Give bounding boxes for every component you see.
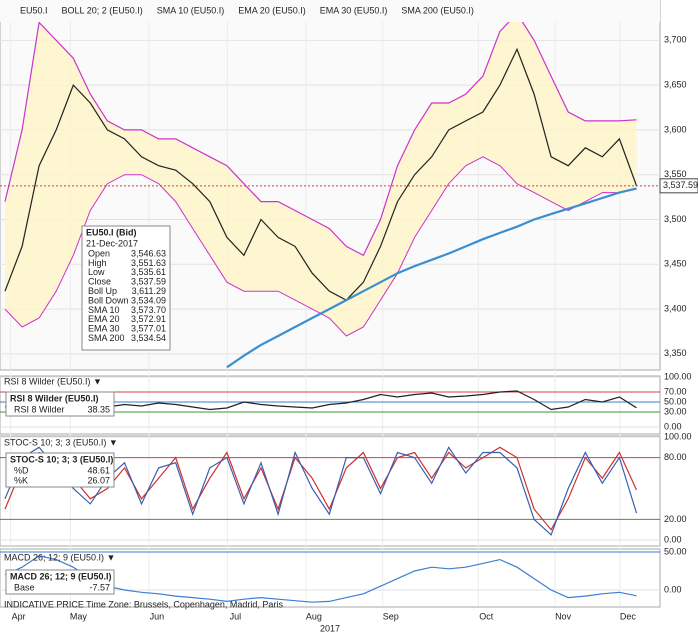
x-tick-label: Sep <box>383 611 399 621</box>
legend-entry: SMA 10 (EU50.I) <box>157 5 225 15</box>
panel-series-name: Base <box>14 582 35 592</box>
info-value: 3,546.63 <box>131 248 166 258</box>
info-label: SMA 10 <box>88 305 120 315</box>
panel-title: MACD 26; 12; 9 (EU50.I) ▼ <box>4 552 115 562</box>
panel-info-box <box>5 452 115 488</box>
panel-info-box <box>5 391 115 417</box>
x-tick-label: Nov <box>555 611 572 621</box>
panel-series-value: 26.07 <box>87 475 110 485</box>
legend-entry: SMA 200 (EU50.I) <box>401 5 474 15</box>
info-value: 3,534.09 <box>131 295 166 305</box>
y-tick-label: 3,700 <box>664 35 687 45</box>
y-tick-label: 70.00 <box>664 386 687 396</box>
info-label: Close <box>88 277 111 287</box>
info-label: SMA 200 <box>88 333 125 343</box>
panel-series-value: -7.57 <box>89 582 110 592</box>
x-tick-label: Jun <box>150 611 165 621</box>
panel-info-box <box>5 569 115 595</box>
panel-series-name: RSI 8 Wilder <box>14 404 65 414</box>
last-price-label: 3,537.59 <box>663 180 698 190</box>
panel-box-title: MACD 26; 12; 9 (EU50.I) <box>10 571 112 581</box>
x-tick-label: Jul <box>230 611 242 621</box>
info-label: Low <box>88 267 105 277</box>
panel-box-title: RSI 8 Wilder (EU50.I) <box>10 393 98 403</box>
panel-title: RSI 8 Wilder (EU50.I) ▼ <box>4 376 102 386</box>
panel-series-name: %D <box>14 465 29 475</box>
info-value: 3,611.29 <box>132 286 166 296</box>
info-label: Open <box>88 248 110 258</box>
panel-title: STOC-S 10; 3; 3 (EU50.I) ▼ <box>4 437 118 447</box>
legend-entry: EMA 30 (EU50.I) <box>320 5 388 15</box>
x-axis-label: 2017 <box>320 623 340 633</box>
y-tick-label: 3,550 <box>664 169 687 179</box>
header-bar <box>0 0 660 22</box>
footer-note: INDICATIVE PRICE Time Zone: Brussels, Co… <box>4 599 283 609</box>
panel-series-value: 48.61 <box>87 465 110 475</box>
y-tick-label: 0.00 <box>664 421 682 431</box>
y-tick-label: 50.00 <box>664 546 687 556</box>
x-tick-label: Apr <box>12 611 26 621</box>
panel-series-name: %K <box>14 475 28 485</box>
series-line <box>226 187 637 369</box>
y-tick-label: 3,600 <box>664 124 687 134</box>
info-label: High <box>88 258 107 268</box>
legend-entry: BOLL 20; 2 (EU50.I) <box>62 5 143 15</box>
y-tick-label: 0.00 <box>664 584 682 594</box>
series-line <box>4 12 637 257</box>
info-value: 3,537.59 <box>131 277 166 287</box>
info-value: 3,577.01 <box>131 324 166 334</box>
y-tick-label: 100.00 <box>664 431 692 441</box>
info-date: 21-Dec-2017 <box>86 238 138 248</box>
panel-box-title: STOC-S 10; 3; 3 (EU50.I) <box>10 454 113 464</box>
y-tick-label: 3,400 <box>664 303 687 313</box>
legend-entry: EU50.I <box>20 5 48 15</box>
info-label: Boll Down <box>88 295 129 305</box>
info-title: EU50.I (Bid) <box>86 227 137 237</box>
info-label: EMA 20 <box>88 314 120 324</box>
band-fill <box>5 13 637 337</box>
y-tick-label: 0.00 <box>664 534 682 544</box>
y-tick-label: 3,500 <box>664 214 687 224</box>
legend-entry: EMA 20 (EU50.I) <box>238 5 306 15</box>
series-line <box>4 47 638 301</box>
y-tick-label: 80.00 <box>664 452 687 462</box>
x-tick-label: May <box>70 611 88 621</box>
y-tick-label: 100.00 <box>664 371 692 381</box>
info-value: 3,573.70 <box>131 305 166 315</box>
x-tick-label: Aug <box>306 611 322 621</box>
y-tick-label: 3,450 <box>664 259 687 269</box>
y-tick-label: 50.00 <box>664 396 687 406</box>
y-tick-label: 20.00 <box>664 514 687 524</box>
info-value: 3,535.61 <box>131 267 166 277</box>
y-tick-label: 3,350 <box>664 348 687 358</box>
info-box <box>81 225 171 351</box>
info-value: 3,551.63 <box>131 258 166 268</box>
info-label: Boll Up <box>88 286 117 296</box>
y-tick-label: 3,650 <box>664 79 687 89</box>
info-label: EMA 30 <box>88 324 120 334</box>
info-value: 3,572.91 <box>131 314 166 324</box>
y-tick-label: 30.00 <box>664 406 687 416</box>
last-price-box <box>659 178 698 194</box>
info-value: 3,534.54 <box>131 333 166 343</box>
x-tick-label: Oct <box>479 611 494 621</box>
x-tick-label: Dec <box>620 611 637 621</box>
panel-series-value: 38.35 <box>87 404 110 414</box>
